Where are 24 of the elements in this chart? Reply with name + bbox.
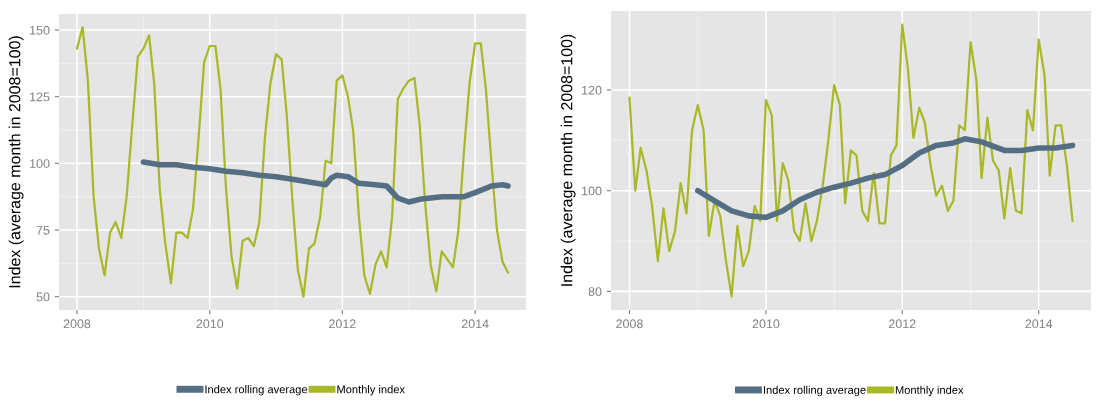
legend-label: Monthly index	[895, 385, 964, 397]
y-tick-label: 100	[30, 159, 50, 168]
legend-label: Index rolling average	[763, 385, 866, 397]
line-series	[75, 26, 510, 298]
y-tick-label: 125	[30, 92, 50, 102]
y-axis-title: Index (average month in 2008=100)	[560, 34, 576, 286]
y-tick-label: 50	[36, 292, 50, 302]
x-tick-label: 2008	[616, 319, 643, 329]
legend-label: Monthly index	[337, 385, 405, 396]
y-tick-label: 75	[36, 225, 50, 235]
x-tick-label: 2012	[888, 319, 916, 329]
y-axis-title: Index (average month in 2008=100)	[8, 36, 24, 288]
x-tick-label: 2014	[1025, 319, 1053, 329]
line-series	[628, 23, 1074, 298]
y-tick-label: 150	[30, 25, 50, 35]
x-tick-label: 2008	[63, 319, 91, 329]
y-tick-label: 120	[582, 85, 602, 95]
x-tick-label: 2010	[752, 319, 780, 329]
legend-label: Index rolling average	[205, 385, 308, 396]
x-tick-label: 2014	[461, 319, 489, 329]
y-tick-label: 100	[582, 186, 602, 196]
y-tick-label: 80	[588, 287, 602, 297]
x-tick-label: 2012	[329, 319, 356, 329]
x-tick-label: 2010	[196, 319, 224, 329]
